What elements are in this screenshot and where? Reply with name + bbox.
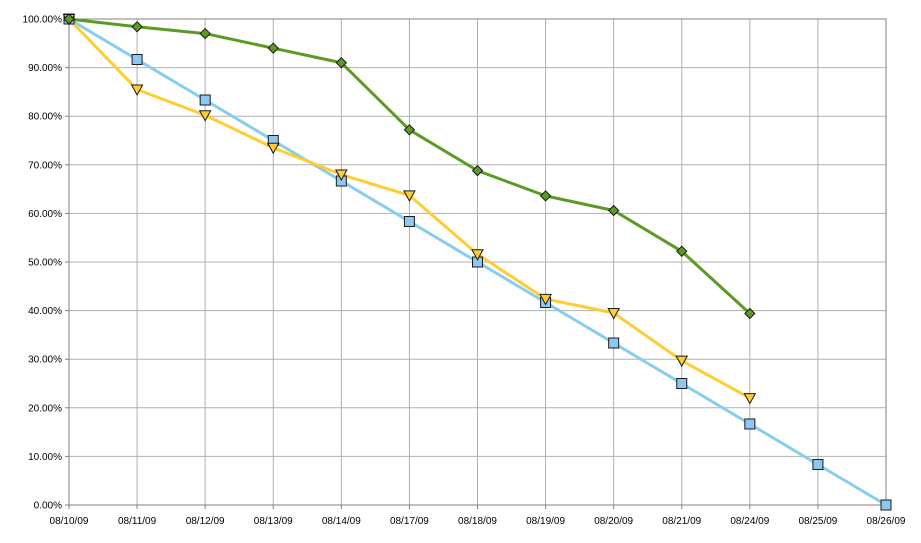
y-tick-label: 20.00% (28, 403, 62, 414)
y-tick-label: 60.00% (28, 209, 62, 220)
x-tick-label: 08/11/09 (118, 516, 157, 527)
diamond-marker (607, 204, 620, 217)
diamond-marker (335, 57, 348, 69)
triangle-marker (539, 293, 552, 306)
triangle-marker (130, 84, 144, 97)
x-tick-label: 08/20/09 (594, 516, 633, 527)
y-tick-label: 80.00% (28, 112, 62, 123)
square-marker (131, 53, 143, 65)
triangle-marker (403, 190, 416, 202)
y-tick-label: 100.00% (23, 15, 63, 26)
square-marker (744, 418, 756, 430)
diamond-marker (744, 307, 756, 320)
series-markers (62, 13, 892, 511)
y-tick-label: 30.00% (28, 355, 62, 366)
diamond-marker (199, 27, 211, 40)
y-tick-label: 10.00% (28, 452, 62, 463)
diamond-marker (471, 164, 484, 177)
diamond-marker (403, 124, 416, 136)
triangle-marker (198, 110, 212, 122)
square-marker (676, 378, 688, 389)
x-tick-label: 08/21/09 (662, 516, 701, 527)
diamond-marker (676, 245, 688, 258)
x-tick-label: 08/13/09 (254, 516, 293, 527)
axes (65, 18, 887, 509)
x-tick-label: 08/14/09 (322, 516, 361, 527)
x-tick-label: 08/19/09 (526, 516, 565, 527)
diamond-marker (63, 13, 75, 25)
square-marker (880, 499, 892, 511)
y-tick-label: 90.00% (28, 63, 62, 74)
x-tick-label: 08/18/09 (458, 516, 497, 527)
diamond-marker (267, 42, 279, 54)
y-tick-label: 50.00% (28, 258, 62, 269)
x-tick-label: 08/24/09 (730, 516, 769, 527)
x-tick-label: 08/26/09 (867, 516, 906, 527)
triangle-marker (743, 393, 757, 405)
tick-labels: 0.00% 10.00% 20.00% 30.00% 40.00% 50.00% 60.00… (23, 15, 906, 528)
diamond-marker (539, 190, 552, 202)
triangle-marker (607, 308, 621, 320)
y-tick-label: 0.00% (34, 501, 62, 512)
triangle-marker (334, 169, 348, 182)
triangle-marker (675, 355, 689, 368)
diamond-marker (131, 21, 143, 33)
square-marker (812, 459, 824, 471)
x-tick-label: 08/25/09 (798, 516, 837, 527)
plot-area-border (68, 18, 887, 506)
square-marker (403, 216, 415, 228)
y-tick-label: 40.00% (28, 306, 62, 317)
square-marker (608, 337, 620, 349)
triangle-marker (471, 249, 484, 261)
x-tick-label: 08/12/09 (186, 516, 225, 527)
x-tick-label: 08/10/09 (50, 516, 89, 527)
triangle-marker (266, 142, 280, 155)
square-marker (199, 94, 211, 106)
y-tick-label: 70.00% (28, 160, 62, 171)
x-tick-label: 08/17/09 (390, 516, 429, 527)
